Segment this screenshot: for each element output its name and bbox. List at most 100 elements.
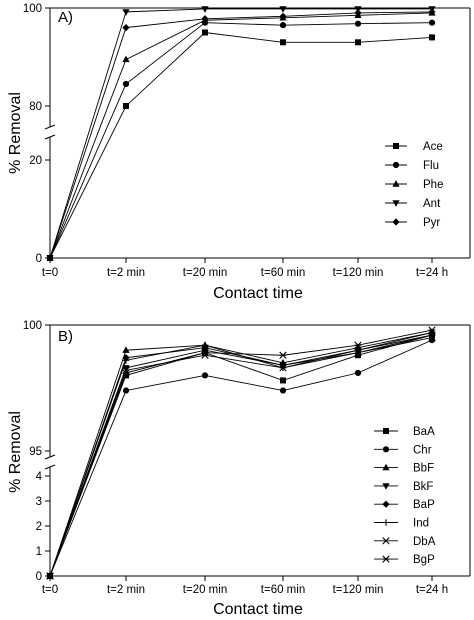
series-line [49,8,432,259]
series-ind [46,331,436,580]
series-flu [46,19,436,262]
data-point [201,15,209,23]
y-tick-label: 0 [36,253,42,265]
legend-item: Phe [385,179,443,191]
legend-marker [382,555,390,563]
data-point [201,349,209,357]
data-point [122,24,130,32]
data-point [202,29,208,36]
data-point [428,19,436,26]
data-point [279,6,287,13]
y-tick-label: 0 [36,571,42,583]
y-tick-label: 4 [36,471,43,483]
series-line [49,32,433,259]
legend-label: Ind [413,518,429,530]
plot-frame [44,324,471,577]
data-point [46,572,54,580]
legend-marker [382,519,390,526]
legend-item: Flu [385,160,439,172]
series-bgp [46,326,436,580]
legend-label: BaA [413,426,435,438]
panel-a: 0 20 80 100 t=0 t=2 min t=20 min t=60 min t=120 … [7,3,471,302]
legend-label: DbA [413,536,436,548]
series-line [49,332,433,577]
y-tick-label: 1 [36,546,42,558]
series-bap [46,328,436,580]
y-tick-label: 100 [23,320,42,332]
x-tick-label: t=60 min [261,267,305,279]
data-point [122,365,130,372]
series-line [49,329,433,577]
series-line [49,11,433,259]
data-point [201,341,209,349]
x-tick-label: t=20 min [183,584,227,596]
series-ant [46,6,436,262]
data-point [279,351,287,359]
series-line [49,22,433,259]
data-point [428,8,436,16]
y-tick-label: 2 [36,521,42,533]
y-tick-label: 20 [29,155,42,167]
legend-item: BbF [374,463,434,475]
axis-break-mark [44,134,56,140]
data-point [122,55,130,63]
y-tick-label: 3 [36,496,42,508]
legend-label: Chr [413,444,432,456]
series-line [49,12,433,259]
legend-item: BkF [374,481,433,493]
data-point [355,39,361,46]
legend-marker [382,537,390,545]
data-point [122,80,130,88]
y-axis-title: % Removal [7,411,24,493]
series-line [49,334,433,577]
axis-break-mark [44,124,56,130]
x-tick-label: t=24 h [416,267,448,279]
legend-marker [382,500,390,508]
axis-break-mark [44,464,56,470]
series-line [49,334,433,577]
x-tick-label: t=0 [42,267,58,279]
legend-marker [393,143,399,149]
series-dba [46,333,436,580]
x-tick-label: t=120 min [333,584,384,596]
legend-item: Ant [385,198,441,210]
data-point [279,364,287,372]
series-pyr [46,8,436,262]
data-point [354,341,362,349]
data-point [201,372,209,379]
legend-marker [392,161,400,169]
panel-label: B) [58,328,73,345]
legend-item: BaP [374,499,435,511]
axis-break-mark [44,454,56,460]
legend-label: BaP [413,499,435,511]
plot-frame [44,7,471,259]
legend-label: BgP [413,554,435,566]
series-baa [47,332,435,579]
data-point [429,34,435,41]
x-tick-label: t=60 min [261,584,305,596]
data-point [279,12,287,20]
panel-b: 0 1 2 3 4 95 100 t=0 t=2 min t=20 min t=60 min t=12… [7,320,471,618]
series-line [49,337,433,577]
legend-marker [392,200,400,207]
data-point [122,356,130,364]
data-point [428,333,436,342]
data-point [354,369,362,376]
x-tick-label: t=120 min [333,267,384,279]
x-tick-label: t=20 min [183,267,227,279]
legend: BaA Chr BbF BkF BaP Ind DbA BgP [374,426,436,566]
legend-item: Ace [385,141,443,153]
panel-label: A) [58,9,73,26]
data-point [280,377,286,384]
legend-label: Flu [423,160,439,172]
series-chr [46,337,436,580]
data-point [123,103,129,109]
legend-item: BaA [374,426,435,438]
legend-label: Ant [423,198,441,210]
y-tick-label: 100 [23,3,42,15]
series-ace [47,29,435,261]
legend-marker [382,463,390,471]
data-point [122,387,130,394]
legend-marker [392,180,400,187]
